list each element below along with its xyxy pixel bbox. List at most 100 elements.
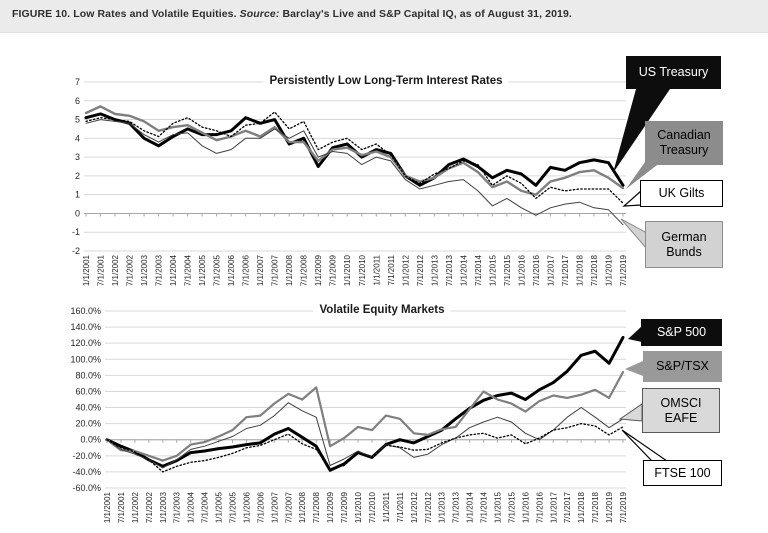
x-tick-label: 1/1/2007: [256, 254, 265, 286]
top-chart-title: Persistently Low Long-Term Interest Rate…: [263, 75, 509, 87]
x-tick-label: 7/1/2009: [329, 254, 338, 286]
callout-pointer: [613, 89, 670, 173]
x-tick-label: 7/1/2005: [229, 491, 238, 523]
x-tick-label: 1/1/2014: [466, 491, 475, 523]
x-tick-label: 7/1/2006: [256, 491, 265, 523]
x-tick-label: 1/1/2017: [549, 491, 558, 523]
y-tick-label: -40.0%: [72, 467, 101, 477]
x-tick-label: 1/1/2011: [382, 491, 391, 522]
callout-pointer: [625, 361, 643, 376]
x-tick-label: 7/1/2010: [358, 254, 367, 286]
y-tick-label: -1: [72, 227, 80, 237]
x-tick-label: 7/1/2018: [590, 254, 599, 286]
x-tick-label: 7/1/2006: [242, 254, 251, 286]
y-tick-label: 2: [75, 171, 80, 181]
x-tick-label: 7/1/2002: [126, 254, 135, 286]
x-tick-label: 1/1/2019: [605, 491, 614, 523]
x-tick-label: 7/1/2012: [424, 491, 433, 523]
x-tick-label: 1/1/2010: [343, 254, 352, 286]
x-tick-label: 7/1/2011: [387, 254, 396, 285]
callout-sptsx: S&P/TSX: [643, 351, 722, 382]
x-tick-label: 1/1/2015: [493, 491, 502, 523]
x-tick-label: 1/1/2018: [577, 491, 586, 523]
callout-pointer: [626, 162, 661, 189]
callout-canadian-treasury: Canadian Treasury: [645, 121, 723, 165]
x-tick-label: 7/1/2001: [97, 254, 106, 286]
x-tick-label: 1/1/2016: [521, 491, 530, 523]
x-tick-label: 7/1/2002: [145, 491, 154, 523]
y-tick-label: 0: [75, 208, 80, 218]
callout-us-treasury: US Treasury: [626, 56, 721, 89]
x-tick-label: 7/1/2016: [532, 254, 541, 286]
x-tick-label: 1/1/2012: [401, 254, 410, 286]
x-tick-label: 1/1/2005: [198, 254, 207, 286]
callout-pointer: [622, 189, 642, 207]
figure-caption: FIGURE 10. Low Rates and Volatile Equitie…: [0, 0, 768, 33]
x-tick-label: 1/1/2017: [546, 254, 555, 286]
x-tick-label: 7/1/2012: [416, 254, 425, 286]
x-tick-label: 7/1/2003: [155, 254, 164, 286]
figure-title: Low Rates and Volatile Equities.: [73, 8, 237, 20]
x-tick-label: 7/1/2013: [452, 491, 461, 523]
callout-pointer: [618, 403, 643, 422]
x-tick-label: 1/1/2001: [82, 254, 91, 286]
x-tick-label: 7/1/2008: [300, 254, 309, 286]
x-tick-label: 7/1/2015: [503, 254, 512, 286]
x-tick-label: 1/1/2019: [604, 254, 613, 286]
x-tick-label: 7/1/2009: [340, 491, 349, 523]
bottom-chart-title: Volatile Equity Markets: [313, 304, 451, 316]
x-tick-label: 1/1/2013: [438, 491, 447, 523]
x-tick-label: 1/1/2012: [410, 491, 419, 523]
y-tick-label: 5: [75, 115, 80, 125]
callout-pointer: [628, 326, 642, 342]
series-line-german-bunds: [85, 119, 624, 226]
x-tick-label: 1/1/2010: [354, 491, 363, 523]
x-tick-label: 1/1/2011: [372, 254, 381, 285]
callout-german-bunds: German Bunds: [645, 221, 723, 268]
x-tick-label: 1/1/2009: [326, 491, 335, 523]
x-tick-label: 1/1/2004: [187, 491, 196, 523]
equity-markets-chart: 160.0% 140.0% 120.0% 100.0% 80.0% 60.0% 40.0% 2…: [70, 306, 669, 523]
series-line-uk-gilts: [85, 111, 624, 204]
x-tick-label: 7/1/2007: [271, 254, 280, 286]
x-tick-label: 7/1/2010: [368, 491, 377, 523]
x-tick-label: 1/1/2007: [270, 491, 279, 523]
series-line-s-p-tsx: [105, 370, 625, 462]
x-tick-label: 1/1/2013: [430, 254, 439, 286]
x-tick-label: 1/1/2004: [169, 254, 178, 286]
x-tick-label: 7/1/2003: [173, 491, 182, 523]
x-tick-label: 1/1/2009: [314, 254, 323, 286]
y-tick-label: 120.0%: [70, 338, 101, 348]
callout-pointer: [621, 429, 669, 462]
x-tick-label: 7/1/2001: [117, 491, 126, 523]
y-tick-label: 1: [75, 190, 80, 200]
x-tick-label: 7/1/2018: [591, 491, 600, 523]
x-tick-label: 7/1/2019: [619, 491, 628, 523]
series-line-omsci-eafe: [106, 402, 624, 469]
x-tick-label: 1/1/2016: [517, 254, 526, 286]
callout-omsci-eafe: OMSCI EAFE: [642, 388, 720, 433]
callout-pointer: [620, 218, 648, 251]
x-tick-label: 7/1/2005: [213, 254, 222, 286]
x-tick-label: 7/1/2017: [561, 254, 570, 286]
y-tick-label: 0.0%: [80, 435, 101, 445]
x-tick-label: 7/1/2017: [563, 491, 572, 523]
x-tick-label: 1/1/2003: [140, 254, 149, 286]
y-tick-label: 140.0%: [70, 322, 101, 332]
x-tick-label: 1/1/2008: [298, 491, 307, 523]
y-tick-label: 60.0%: [75, 386, 101, 396]
series-line-ftse-100: [106, 422, 624, 473]
x-tick-label: 7/1/2014: [474, 254, 483, 286]
x-tick-label: 1/1/2006: [242, 491, 251, 523]
x-tick-label: 7/1/2007: [284, 491, 293, 523]
x-tick-label: 7/1/2014: [480, 491, 489, 523]
y-tick-label: -60.0%: [72, 483, 101, 493]
x-tick-label: 1/1/2005: [215, 491, 224, 523]
y-tick-label: 80.0%: [75, 370, 101, 380]
y-tick-label: -2: [72, 246, 80, 256]
x-tick-label: 1/1/2003: [159, 491, 168, 523]
x-tick-label: 1/1/2014: [459, 254, 468, 286]
x-tick-label: 1/1/2018: [575, 254, 584, 286]
x-tick-label: 7/1/2019: [619, 254, 628, 286]
